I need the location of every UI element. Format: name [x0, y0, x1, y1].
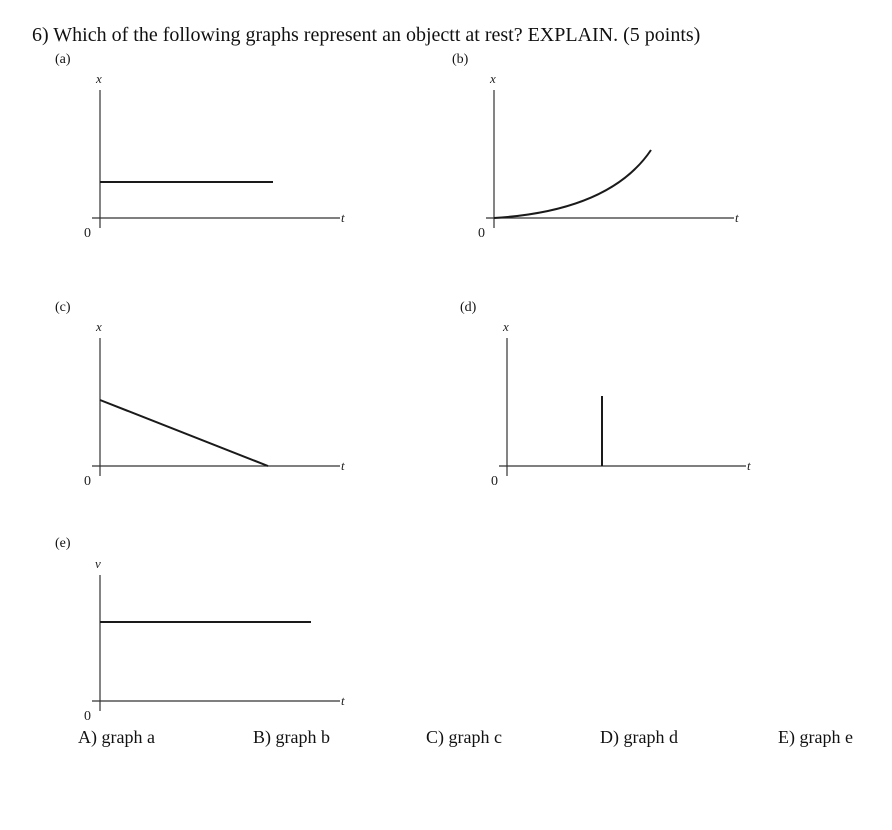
graph-d-x-label: t [747, 458, 751, 473]
graph-c-y-label: x [95, 319, 102, 334]
graph-a: x t 0 [84, 71, 345, 241]
graph-b-y-label: x [489, 71, 496, 86]
graph-c-label: (c) [55, 300, 71, 315]
choice-c: C) graph c [426, 727, 502, 747]
graph-e-origin: 0 [84, 709, 91, 724]
choice-d: D) graph d [600, 727, 678, 747]
graph-e: v t 0 [84, 556, 345, 724]
graph-b-x-label: t [735, 210, 739, 225]
question-text: 6) Which of the following graphs represe… [32, 24, 701, 46]
graph-b-origin: 0 [478, 226, 485, 241]
choice-b: B) graph b [253, 727, 330, 747]
graph-a-x-label: t [341, 210, 345, 225]
graph-c: x t 0 [84, 319, 345, 489]
graph-c-origin: 0 [84, 474, 91, 489]
graph-e-x-label: t [341, 693, 345, 708]
choice-e: E) graph e [778, 727, 853, 747]
graph-a-y-label: x [95, 71, 102, 86]
graph-a-origin: 0 [84, 226, 91, 241]
graph-d-origin: 0 [491, 474, 498, 489]
graph-d: x t 0 [491, 319, 751, 489]
graph-a-label: (a) [55, 52, 71, 67]
graph-d-y-label: x [502, 319, 509, 334]
graph-e-label: (e) [55, 536, 71, 551]
graph-e-y-label: v [95, 556, 101, 571]
graph-c-x-label: t [341, 458, 345, 473]
graph-d-label: (d) [460, 300, 477, 315]
choice-a: A) graph a [78, 727, 155, 747]
graph-c-line [99, 399, 269, 467]
graph-b-curve [493, 149, 652, 219]
graph-b-label: (b) [452, 52, 469, 67]
graph-b: x t 0 [478, 71, 739, 241]
